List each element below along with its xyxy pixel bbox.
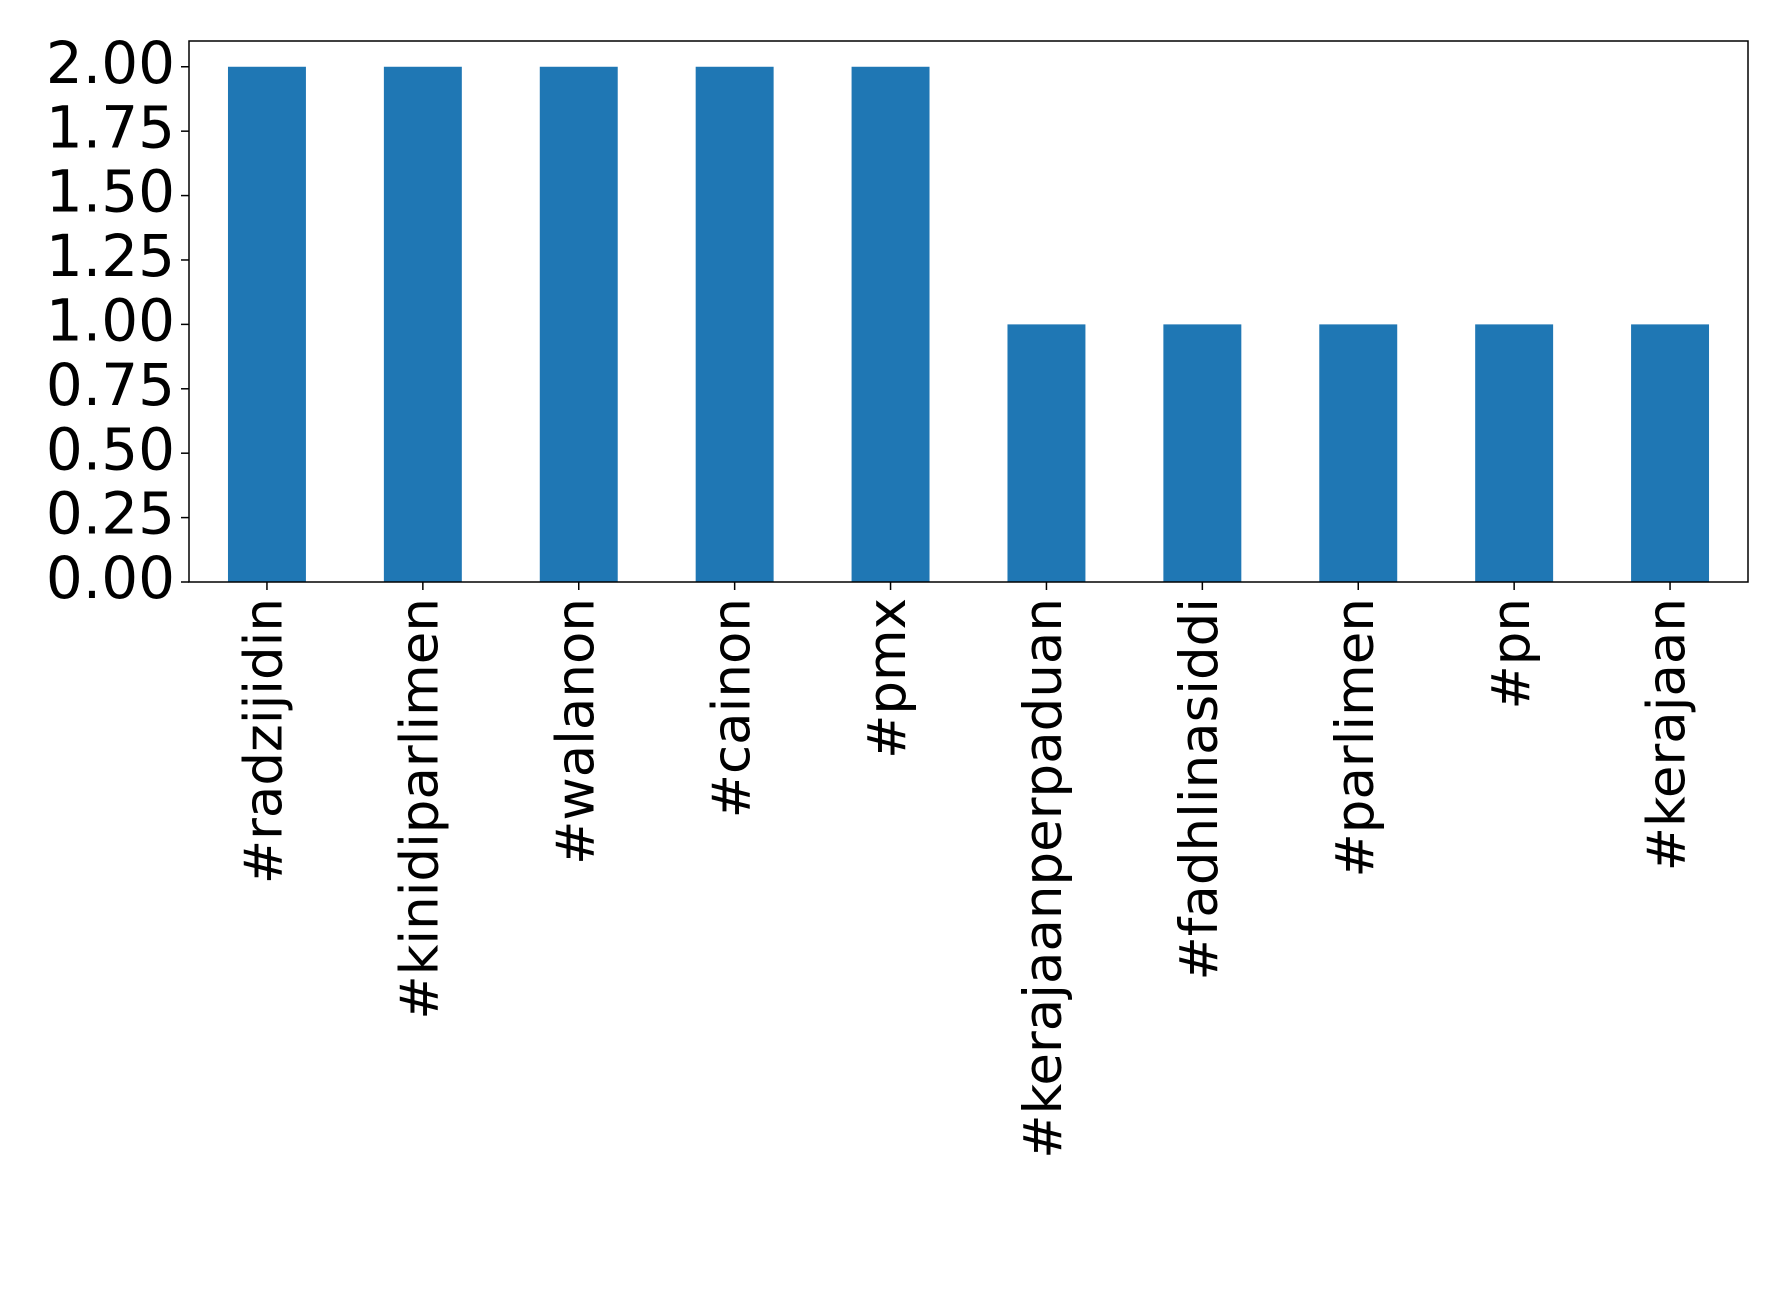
- bar: [1163, 324, 1242, 582]
- x-tick-label: #kerajaan: [1637, 598, 1698, 871]
- bar: [1319, 324, 1398, 582]
- y-tick-label: 1.25: [46, 222, 175, 290]
- x-tick-label: #cainon: [701, 598, 762, 818]
- bar: [695, 66, 774, 582]
- y-tick-label: 1.00: [46, 286, 175, 354]
- x-tick-label: #pn: [1481, 598, 1542, 710]
- plot-frame: [188, 40, 1749, 583]
- x-tick-label: #kinidiparlimen: [389, 598, 450, 1020]
- bar: [227, 66, 306, 582]
- bar: [1631, 324, 1710, 582]
- x-tick-label: #fadhlinasiddi: [1169, 598, 1230, 981]
- y-tick-label: 2.00: [46, 29, 175, 97]
- bar: [1007, 324, 1086, 582]
- x-tick-label: #parlimen: [1325, 598, 1386, 878]
- x-tick-label: #walanon: [545, 598, 606, 865]
- y-tick-label: 1.75: [46, 93, 175, 161]
- bar: [539, 66, 618, 582]
- bar: [1475, 324, 1554, 582]
- x-tick-label: #kerajaanperpaduan: [1013, 598, 1074, 1159]
- x-tick-label: #radzijidin: [234, 598, 295, 884]
- y-tick-label: 1.50: [46, 158, 175, 226]
- y-tick-label: 0.25: [46, 480, 175, 548]
- bar: [383, 66, 462, 582]
- y-tick-label: 0.75: [46, 351, 175, 419]
- x-tick-label: #pmx: [857, 598, 918, 759]
- y-tick-label: 0.50: [46, 415, 175, 483]
- bar: [851, 66, 930, 582]
- y-tick-label: 0.00: [46, 544, 175, 612]
